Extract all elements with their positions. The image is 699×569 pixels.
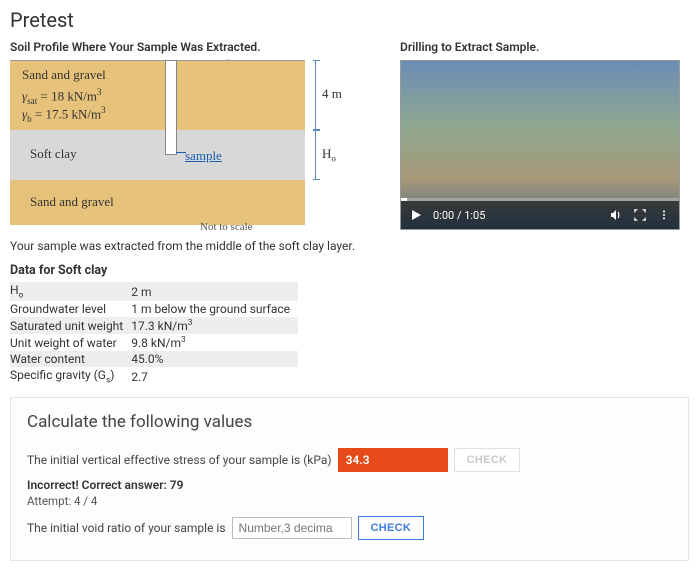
soil-profile-caption: Your sample was extracted from the middl… bbox=[10, 239, 360, 253]
question-1-attempt: Attempt: 4 / 4 bbox=[27, 494, 672, 508]
play-icon[interactable] bbox=[409, 208, 423, 222]
top-row: Soil Profile Where Your Sample Was Extra… bbox=[10, 40, 689, 253]
question-2-prompt: The initial void ratio of your sample is bbox=[27, 521, 226, 535]
soft-clay-data-table: Ho2 m Groundwater level1 m below the gro… bbox=[10, 282, 298, 387]
question-1-row: The initial vertical effective stress of… bbox=[27, 448, 672, 472]
table-value: 9.8 kN/m3 bbox=[131, 334, 298, 351]
video-player[interactable]: 0:00 / 1:05 bbox=[400, 60, 680, 230]
video-heading: Drilling to Extract Sample. bbox=[400, 40, 689, 54]
calculate-panel: Calculate the following values The initi… bbox=[10, 397, 689, 561]
dimension-label-1: 4 m bbox=[322, 86, 342, 102]
page-title: Pretest bbox=[10, 8, 689, 32]
video-controls: 0:00 / 1:05 bbox=[401, 201, 679, 229]
table-row: Groundwater level1 m below the ground su… bbox=[10, 301, 298, 317]
calculate-title: Calculate the following values bbox=[27, 412, 672, 432]
table-row: Saturated unit weight17.3 kN/m3 bbox=[10, 317, 298, 334]
fullscreen-icon[interactable] bbox=[633, 208, 647, 222]
video-time-label: 0:00 / 1:05 bbox=[433, 209, 485, 222]
table-label: Ho bbox=[10, 282, 131, 301]
soil-profile-heading: Soil Profile Where Your Sample Was Extra… bbox=[10, 40, 360, 54]
table-value: 1 m below the ground surface bbox=[131, 301, 298, 317]
data-table-heading: Data for Soft clay bbox=[10, 263, 689, 278]
question-2-row: The initial void ratio of your sample is… bbox=[27, 516, 672, 540]
table-label: Unit weight of water bbox=[10, 334, 131, 351]
layer2-name: Soft clay bbox=[30, 146, 77, 162]
soil-profile-diagram: Ground surface Sand and gravel γsat = 18… bbox=[10, 60, 360, 235]
table-value: 2.7 bbox=[131, 367, 298, 386]
layer1-name: Sand and gravel bbox=[22, 67, 106, 83]
soil-layer-sand-top: Sand and gravel γsat = 18 kN/m3 γb = 17.… bbox=[10, 60, 305, 130]
table-label: Specific gravity (Gs) bbox=[10, 367, 131, 386]
table-label: Saturated unit weight bbox=[10, 317, 131, 334]
question-2-input[interactable] bbox=[232, 517, 352, 539]
table-value: 2 m bbox=[131, 282, 298, 301]
layer1-gamma-b: γb = 17.5 kN/m3 bbox=[22, 105, 106, 124]
not-to-scale-label: Not to scale bbox=[200, 221, 253, 233]
table-label: Water content bbox=[10, 351, 131, 367]
table-value: 45.0% bbox=[131, 351, 298, 367]
sample-link[interactable]: sample bbox=[185, 148, 222, 164]
volume-icon[interactable] bbox=[609, 208, 623, 222]
question-1-prompt: The initial vertical effective stress of… bbox=[27, 453, 332, 467]
dimension-line-1 bbox=[315, 60, 316, 130]
table-row: Ho2 m bbox=[10, 282, 298, 301]
more-icon[interactable] bbox=[657, 208, 671, 222]
layer1-gamma-sat: γsat = 18 kN/m3 bbox=[22, 87, 101, 106]
video-column: Drilling to Extract Sample. 0:00 / 1:05 bbox=[400, 40, 689, 253]
question-1-answer: 34.3 bbox=[338, 448, 448, 472]
question-2-check-button[interactable]: CHECK bbox=[358, 516, 425, 540]
soil-layer-clay: Soft clay bbox=[10, 130, 305, 180]
dimension-line-2 bbox=[315, 130, 316, 180]
layer3-name: Sand and gravel bbox=[30, 194, 114, 210]
soil-layer-sand-bottom: Sand and gravel bbox=[10, 180, 305, 225]
table-row: Unit weight of water9.8 kN/m3 bbox=[10, 334, 298, 351]
table-value: 17.3 kN/m3 bbox=[131, 317, 298, 334]
borehole-icon bbox=[165, 60, 177, 155]
table-row: Specific gravity (Gs)2.7 bbox=[10, 367, 298, 386]
question-1-feedback: Incorrect! Correct answer: 79 bbox=[27, 478, 672, 492]
soil-profile-column: Soil Profile Where Your Sample Was Extra… bbox=[10, 40, 360, 253]
dimension-label-2: Ho bbox=[322, 146, 336, 164]
question-1-check-button: CHECK bbox=[454, 448, 521, 472]
table-label: Groundwater level bbox=[10, 301, 131, 317]
table-row: Water content45.0% bbox=[10, 351, 298, 367]
